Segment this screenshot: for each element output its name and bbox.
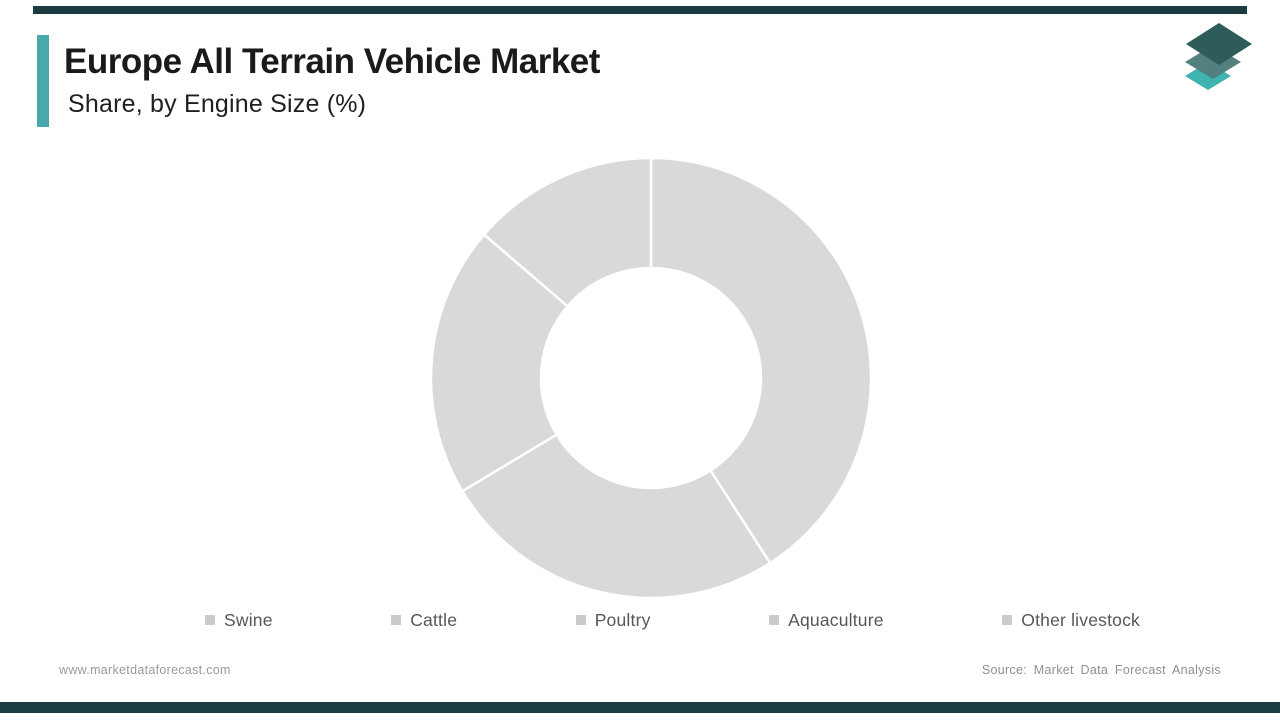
title-accent-bar <box>37 35 49 127</box>
legend-marker-icon <box>769 615 780 625</box>
legend-item-other-livestock: Other livestock <box>1002 610 1140 631</box>
legend-item-aquaculture: Aquaculture <box>769 610 884 631</box>
legend-label: Aquaculture <box>788 609 884 630</box>
page-title: Europe All Terrain Vehicle Market <box>64 42 600 81</box>
top-edge-bar <box>33 6 1247 14</box>
donut-segment-swine <box>649 156 873 565</box>
page-subtitle: Share, by Engine Size (%) <box>68 90 367 118</box>
legend-label: Cattle <box>410 609 458 630</box>
donut-chart <box>429 156 873 600</box>
legend-label: Other livestock <box>1021 609 1140 630</box>
logo-diamond-top-icon <box>1186 23 1252 65</box>
legend-marker-icon <box>1002 615 1013 625</box>
legend-item-cattle: Cattle <box>391 610 457 631</box>
donut-segment-aquaculture <box>482 156 653 308</box>
legend-item-poultry: Poultry <box>575 609 651 631</box>
legend-label: Swine <box>224 609 273 630</box>
footer-website-url: www.marketdataforecast.com <box>59 663 231 677</box>
legend-item-swine: Swine <box>205 610 273 631</box>
chart-legend: Swine Cattle Poultry Aquaculture Other l… <box>205 608 1140 632</box>
donut-segment-cattle <box>461 433 772 600</box>
legend-marker-icon <box>575 615 586 625</box>
legend-marker-icon <box>205 615 215 625</box>
donut-segment-poultry <box>429 233 569 493</box>
legend-marker-icon <box>391 615 402 625</box>
brand-logo-icon <box>1185 23 1252 90</box>
footer-source-text: Source: Market Data Forecast Analysis <box>981 663 1221 677</box>
legend-label: Poultry <box>594 609 651 630</box>
bottom-edge-bar <box>0 702 1280 713</box>
